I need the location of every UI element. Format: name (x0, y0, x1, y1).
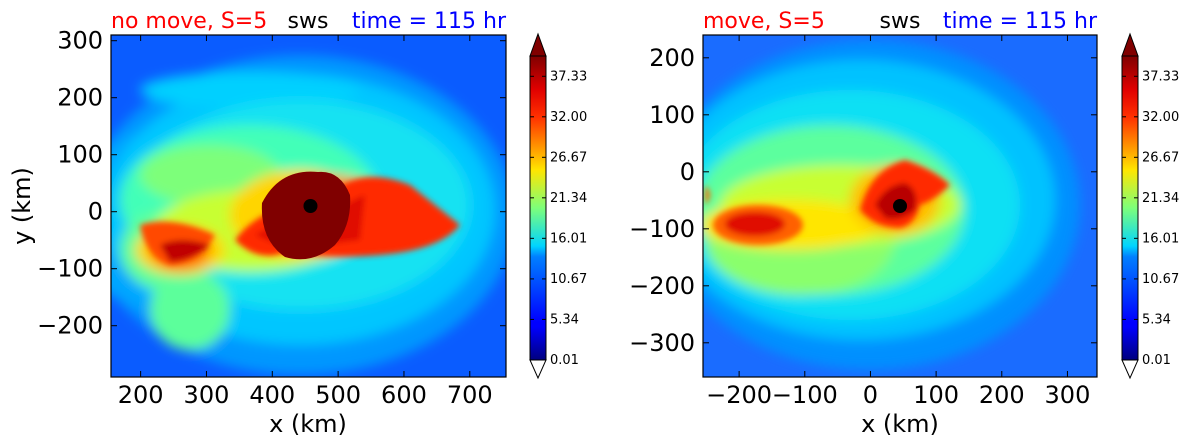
title-left-panel: no move, S=5 (111, 9, 267, 34)
colorbar-tick-label: 0.01 (1142, 353, 1171, 368)
x-axis-label-right: x (km) (861, 410, 939, 438)
y-tick-label: −200 (37, 312, 103, 340)
x-tick-label: 0 (863, 381, 878, 409)
x-tick-label: 700 (447, 381, 493, 409)
panel-left: 200 300 400 500 600 700 300 200 100 0 −100 −200 no … (8, 9, 587, 438)
plot-area-left (111, 35, 506, 377)
colorbar-top-extend-right (1121, 32, 1139, 57)
x-tick-label: 500 (315, 381, 361, 409)
y-tick-label: −200 (629, 272, 695, 300)
contour-core-right (705, 160, 950, 245)
colorbar-ticks-right: 0.01 5.34 10.67 16.01 21.34 26.67 32.00 37.33 (1122, 69, 1179, 368)
colorbar-tick-label: 26.67 (1142, 150, 1179, 165)
colorbar-tick-label: 5.34 (1142, 312, 1171, 327)
title-time-panel-left: time = 115 hr (352, 9, 507, 34)
plot-area-right (703, 35, 1097, 377)
x-tick-label: 400 (249, 381, 295, 409)
title-center-panel-left: sws (288, 9, 329, 34)
x-tick-label: 300 (184, 381, 230, 409)
colorbar-bottom-extend-right (1121, 359, 1139, 380)
title-left-panel-right: move, S=5 (703, 9, 825, 34)
y-tick-label: −300 (629, 329, 695, 357)
y-tick-label: 0 (88, 198, 103, 226)
colorbar-tick-label: 16.01 (1142, 231, 1179, 246)
colorbar-left: 0.01 5.34 10.67 16.01 21.34 26.67 32.00 37.33 (529, 32, 587, 380)
colorbar-right: 0.01 5.34 10.67 16.01 21.34 26.67 32.00 37.33 (1121, 32, 1179, 380)
colorbar-tick-label: 21.34 (1142, 191, 1179, 206)
colorbar-bottom-extend-left (529, 359, 547, 380)
y-tick-label: 200 (649, 44, 695, 72)
colorbar-tick-label: 26.67 (550, 150, 587, 165)
axis-ticks-left: 200 300 400 500 600 700 300 200 100 0 −100 −200 (37, 27, 506, 409)
colorbar-body-right (1121, 55, 1139, 361)
axes-frame-right (702, 34, 1098, 378)
colorbar-tick-label: 10.67 (550, 272, 587, 287)
colorbar-tick-label: 37.33 (1142, 69, 1179, 84)
x-tick-label: −100 (772, 381, 838, 409)
colorbar-tick-label: 32.00 (1142, 110, 1179, 125)
x-tick-label: −200 (706, 381, 772, 409)
x-tick-label: 600 (381, 381, 427, 409)
storm-center-marker-left (303, 199, 318, 213)
colorbar-tick-label: 0.01 (550, 353, 579, 368)
colorbar-tick-label: 21.34 (550, 191, 587, 206)
colorbar-tick-label: 37.33 (550, 69, 587, 84)
x-tick-label: 200 (118, 381, 164, 409)
x-tick-label: 100 (913, 381, 959, 409)
colorbar-top-extend-left (529, 32, 547, 57)
title-time-panel-right: time = 115 hr (943, 9, 1098, 34)
y-tick-label: 300 (57, 27, 103, 55)
y-tick-label: −100 (37, 255, 103, 283)
y-axis-label-left: y (km) (8, 167, 36, 245)
y-tick-label: −100 (629, 215, 695, 243)
colorbar-ticks-left: 0.01 5.34 10.67 16.01 21.34 26.67 32.00 37.33 (530, 69, 587, 368)
title-center-panel-right: sws (880, 9, 921, 34)
colorbar-tick-label: 32.00 (550, 110, 587, 125)
axes-frame-left (110, 34, 507, 378)
x-tick-label: 200 (979, 381, 1025, 409)
y-tick-label: 0 (680, 158, 695, 186)
x-axis-label-left: x (km) (269, 410, 347, 438)
storm-center-marker-right (893, 199, 907, 213)
y-tick-label: 100 (57, 141, 103, 169)
storm-core-left (261, 171, 351, 260)
y-tick-label: 100 (649, 101, 695, 129)
x-tick-label: 300 (1045, 381, 1091, 409)
colorbar-tick-label: 5.34 (550, 312, 579, 327)
colorbar-tick-label: 16.01 (550, 231, 587, 246)
colorbar-body-left (529, 55, 547, 361)
y-tick-label: 200 (57, 84, 103, 112)
colorbar-tick-label: 10.67 (1142, 272, 1179, 287)
